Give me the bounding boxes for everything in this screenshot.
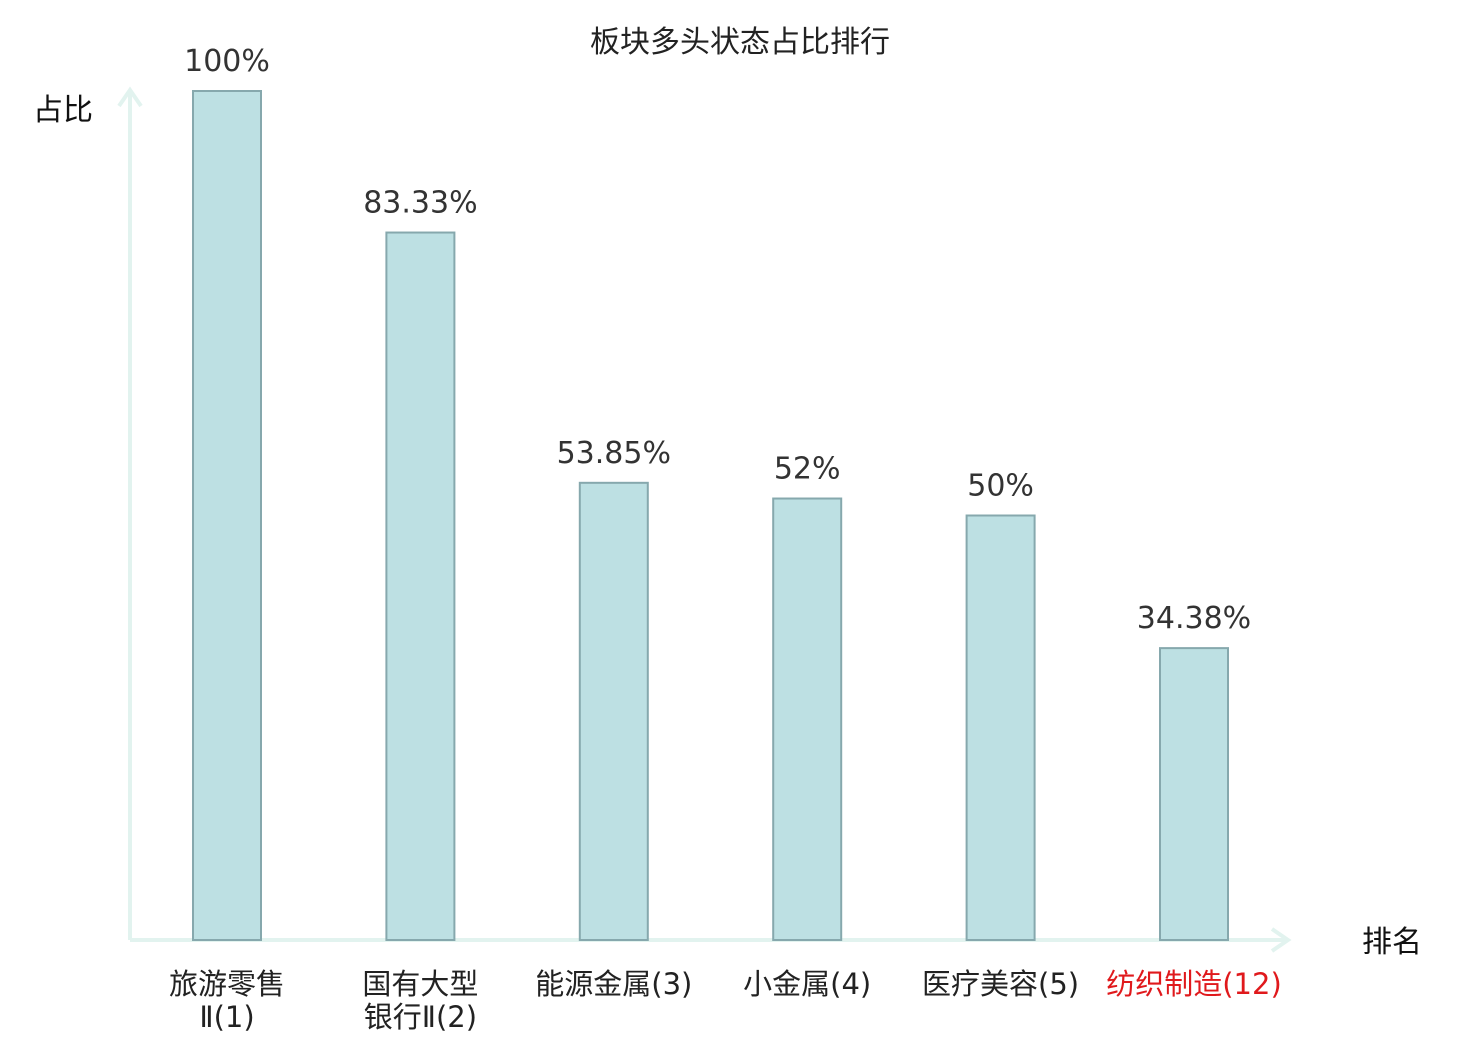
x-axis-label: 排名 <box>1362 925 1422 960</box>
bar <box>965 514 1036 941</box>
y-axis-label: 占比 <box>33 93 93 128</box>
category-label: 旅游零售 Ⅱ(1) <box>169 967 285 1034</box>
bar-value-label: 53.85% <box>557 436 671 471</box>
bars <box>192 90 1229 941</box>
bar-value-label: 34.38% <box>1137 601 1251 636</box>
category-labels: 旅游零售 Ⅱ(1) 国有大型银行Ⅱ(2) 能源金属(3) 小金属(4) 医疗美容(5) 纺织… <box>169 967 1282 1034</box>
bar-value-label: 50% <box>967 469 1034 504</box>
bar-value-label: 52% <box>774 452 841 487</box>
category-label-line: 小金属(4) <box>743 967 871 1001</box>
category-label-line: 银行Ⅱ(2) <box>364 1000 477 1034</box>
x-axis-arrow <box>1270 927 1292 953</box>
bar <box>385 231 456 941</box>
category-label-line: 纺织制造(12) <box>1106 967 1282 1001</box>
bar-value-label: 83.33% <box>363 186 477 221</box>
chart-title: 板块多头状态占比排行 <box>590 25 890 60</box>
category-label: 国有大型银行Ⅱ(2) <box>362 967 478 1034</box>
category-label: 能源金属(3) <box>535 967 692 1001</box>
y-axis-arrow <box>117 86 143 108</box>
bar <box>578 481 649 941</box>
category-label: 小金属(4) <box>743 967 871 1001</box>
category-label-line: Ⅱ(1) <box>199 1000 254 1034</box>
bar <box>192 90 262 941</box>
category-label-line: 能源金属(3) <box>535 967 692 1001</box>
value-labels: 100% 83.33% 53.85% 52% 50% 34.38% <box>184 44 1251 636</box>
category-label-line: 医疗美容(5) <box>922 967 1079 1001</box>
bar <box>772 497 843 941</box>
category-label-line: 旅游零售 <box>169 967 285 1001</box>
category-label: 纺织制造(12) <box>1106 967 1282 1001</box>
bar <box>1159 647 1229 941</box>
category-label: 医疗美容(5) <box>922 967 1079 1001</box>
bar-value-label: 100% <box>184 44 270 79</box>
category-label-line: 国有大型 <box>362 967 478 1001</box>
axes <box>117 86 1292 953</box>
